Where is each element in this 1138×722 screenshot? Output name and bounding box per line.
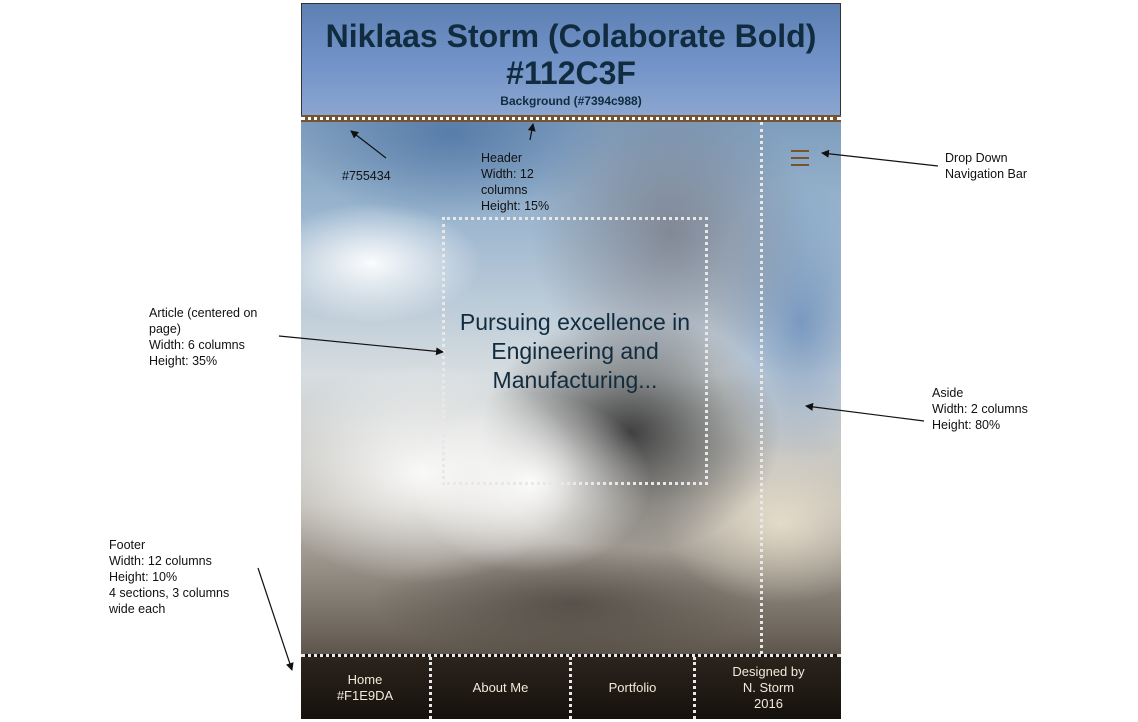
footer-home[interactable]: Home #F1E9DA bbox=[301, 657, 429, 719]
header-title-line2: #112C3F bbox=[506, 55, 636, 91]
footer-credit-line2: N. Storm bbox=[742, 680, 795, 695]
article-text: Pursuing excellence in Engineering and M… bbox=[459, 308, 691, 393]
header-subtitle: Background (#7394c988) bbox=[500, 94, 642, 108]
arrow-band bbox=[350, 130, 387, 159]
footer-home-color: #F1E9DA bbox=[336, 688, 394, 703]
footer-portfolio-label: Portfolio bbox=[608, 680, 657, 695]
arrow-dropdown bbox=[821, 149, 939, 167]
footer: Home #F1E9DA About Me Portfolio Designed… bbox=[301, 654, 841, 719]
footer-divider bbox=[693, 657, 696, 719]
header-band-dots bbox=[301, 117, 841, 120]
arrow-article bbox=[278, 335, 444, 356]
aside-note: Aside Width: 2 columns Height: 80% bbox=[932, 386, 1028, 432]
footer-credit-line3: 2016 bbox=[754, 696, 783, 711]
arrow-header bbox=[527, 123, 536, 141]
footer-home-label: Home bbox=[347, 672, 383, 687]
footer-credit-line1: Designed by bbox=[732, 664, 805, 679]
header-title-line1: Niklaas Storm (Colaborate Bold) bbox=[325, 18, 817, 54]
footer-about-label: About Me bbox=[472, 680, 529, 695]
footer-about[interactable]: About Me bbox=[432, 657, 569, 719]
aside-outline bbox=[760, 122, 763, 654]
footer-note: Footer Width: 12 columns Height: 10% 4 s… bbox=[109, 538, 230, 616]
header: Niklaas Storm (Colaborate Bold) #112C3F … bbox=[301, 3, 841, 117]
header-note: Header Width: 12 columns Height: 15% bbox=[481, 151, 550, 213]
band-color-note: #755434 bbox=[342, 169, 391, 183]
hamburger-menu-icon[interactable] bbox=[791, 150, 809, 168]
arrow-footer bbox=[257, 567, 294, 671]
dropdown-note: Drop Down Navigation Bar bbox=[945, 151, 1027, 181]
article-note: Article (centered on page) Width: 6 colu… bbox=[149, 306, 258, 368]
footer-divider bbox=[429, 657, 432, 719]
website-mockup: Niklaas Storm (Colaborate Bold) #112C3F … bbox=[301, 3, 841, 719]
footer-credit: Designed by N. Storm 2016 bbox=[696, 657, 841, 719]
footer-portfolio[interactable]: Portfolio bbox=[572, 657, 693, 719]
arrow-aside bbox=[805, 402, 925, 422]
footer-divider bbox=[569, 657, 572, 719]
